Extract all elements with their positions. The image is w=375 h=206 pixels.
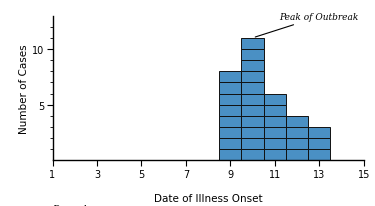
Bar (219, 105, 242, 116)
Bar (242, 127, 264, 138)
Bar (264, 150, 286, 161)
Bar (242, 138, 264, 150)
Bar (219, 116, 242, 127)
Text: Peak of Outbreak: Peak of Outbreak (255, 13, 358, 38)
Bar (264, 138, 286, 150)
Bar (308, 150, 330, 161)
Bar (286, 127, 308, 138)
Bar (242, 116, 264, 127)
Bar (264, 116, 286, 127)
Bar (242, 105, 264, 116)
Bar (242, 50, 264, 61)
Bar (242, 94, 264, 105)
Bar (242, 39, 264, 50)
Text: December: December (53, 204, 99, 206)
Bar (264, 105, 286, 116)
Bar (219, 150, 242, 161)
Bar (286, 138, 308, 150)
Bar (242, 150, 264, 161)
Bar (264, 127, 286, 138)
Bar (242, 83, 264, 94)
Bar (308, 138, 330, 150)
Bar (242, 61, 264, 72)
Bar (219, 72, 242, 83)
Bar (219, 94, 242, 105)
Bar (219, 83, 242, 94)
Bar (242, 72, 264, 83)
Bar (308, 127, 330, 138)
Bar (286, 116, 308, 127)
Bar (219, 138, 242, 150)
Bar (264, 94, 286, 105)
X-axis label: Date of Illness Onset: Date of Illness Onset (154, 193, 262, 203)
Y-axis label: Number of Cases: Number of Cases (19, 44, 29, 133)
Bar (286, 150, 308, 161)
Bar (219, 127, 242, 138)
